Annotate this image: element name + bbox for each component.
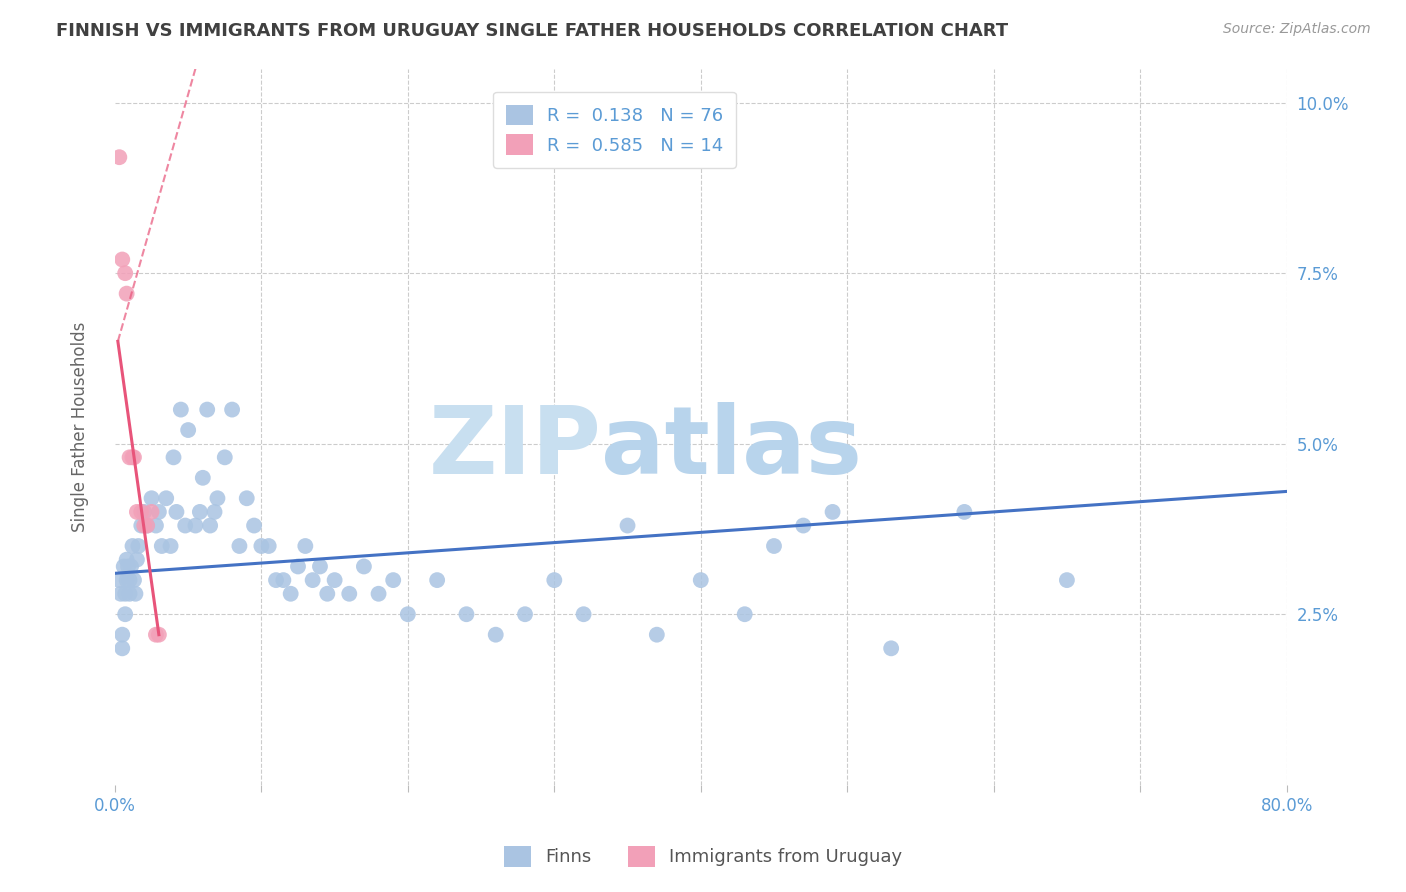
Point: [762, 539, 785, 553]
Point: [111, 641, 134, 656]
Point: [134, 505, 156, 519]
Point: [207, 491, 229, 506]
Point: [221, 402, 243, 417]
Point: [162, 450, 184, 465]
Point: [115, 573, 138, 587]
Point: [396, 607, 419, 622]
Point: [122, 573, 145, 587]
Point: [136, 518, 159, 533]
Point: [264, 573, 287, 587]
Point: [125, 505, 148, 519]
Point: [111, 628, 134, 642]
Point: [273, 573, 295, 587]
Point: [426, 573, 449, 587]
Point: [734, 607, 756, 622]
Point: [228, 539, 250, 553]
Point: [148, 628, 170, 642]
Legend: Finns, Immigrants from Uruguay: Finns, Immigrants from Uruguay: [496, 838, 910, 874]
Point: [150, 539, 173, 553]
Point: [184, 518, 207, 533]
Point: [155, 491, 177, 506]
Point: [118, 573, 141, 587]
Point: [204, 505, 226, 519]
Point: [257, 539, 280, 553]
Text: FINNISH VS IMMIGRANTS FROM URUGUAY SINGLE FATHER HOUSEHOLDS CORRELATION CHART: FINNISH VS IMMIGRANTS FROM URUGUAY SINGL…: [56, 22, 1008, 40]
Point: [280, 587, 302, 601]
Point: [124, 587, 146, 601]
Text: atlas: atlas: [602, 402, 862, 494]
Point: [115, 286, 138, 301]
Point: [953, 505, 976, 519]
Point: [148, 505, 170, 519]
Point: [792, 518, 814, 533]
Point: [145, 628, 167, 642]
Point: [108, 573, 131, 587]
Y-axis label: Single Father Households: Single Father Households: [72, 321, 89, 532]
Point: [821, 505, 844, 519]
Point: [543, 573, 565, 587]
Point: [616, 518, 638, 533]
Point: [159, 539, 181, 553]
Point: [195, 402, 218, 417]
Point: [121, 539, 143, 553]
Point: [456, 607, 478, 622]
Point: [287, 559, 309, 574]
Point: [145, 518, 167, 533]
Point: [170, 402, 193, 417]
Point: [188, 505, 211, 519]
Point: [117, 559, 139, 574]
Point: [309, 559, 332, 574]
Point: [127, 539, 149, 553]
Point: [301, 573, 323, 587]
Point: [121, 450, 143, 465]
Point: [367, 587, 389, 601]
Point: [250, 539, 273, 553]
Point: [114, 587, 136, 601]
Point: [141, 505, 163, 519]
Point: [141, 491, 163, 506]
Text: Source: ZipAtlas.com: Source: ZipAtlas.com: [1223, 22, 1371, 37]
Point: [294, 539, 316, 553]
Point: [243, 518, 266, 533]
Point: [382, 573, 405, 587]
Legend: R =  0.138   N = 76, R =  0.585   N = 14: R = 0.138 N = 76, R = 0.585 N = 14: [494, 92, 737, 168]
Point: [110, 587, 132, 601]
Point: [572, 607, 595, 622]
Point: [353, 559, 375, 574]
Point: [1056, 573, 1078, 587]
Point: [114, 266, 136, 280]
Point: [118, 450, 141, 465]
Point: [235, 491, 257, 506]
Point: [316, 587, 339, 601]
Point: [125, 552, 148, 566]
Point: [118, 587, 141, 601]
Point: [122, 450, 145, 465]
Point: [214, 450, 236, 465]
Point: [513, 607, 536, 622]
Point: [129, 505, 152, 519]
Point: [174, 518, 197, 533]
Point: [337, 587, 360, 601]
Point: [108, 150, 131, 164]
Point: [111, 252, 134, 267]
Point: [323, 573, 346, 587]
Point: [485, 628, 508, 642]
Point: [689, 573, 711, 587]
Point: [165, 505, 187, 519]
Point: [191, 471, 214, 485]
Point: [134, 518, 156, 533]
Point: [115, 552, 138, 566]
Text: ZIP: ZIP: [429, 402, 602, 494]
Point: [114, 607, 136, 622]
Point: [198, 518, 221, 533]
Point: [136, 518, 159, 533]
Point: [112, 559, 135, 574]
Point: [120, 559, 142, 574]
Point: [177, 423, 200, 437]
Point: [880, 641, 903, 656]
Point: [645, 628, 668, 642]
Point: [129, 518, 152, 533]
